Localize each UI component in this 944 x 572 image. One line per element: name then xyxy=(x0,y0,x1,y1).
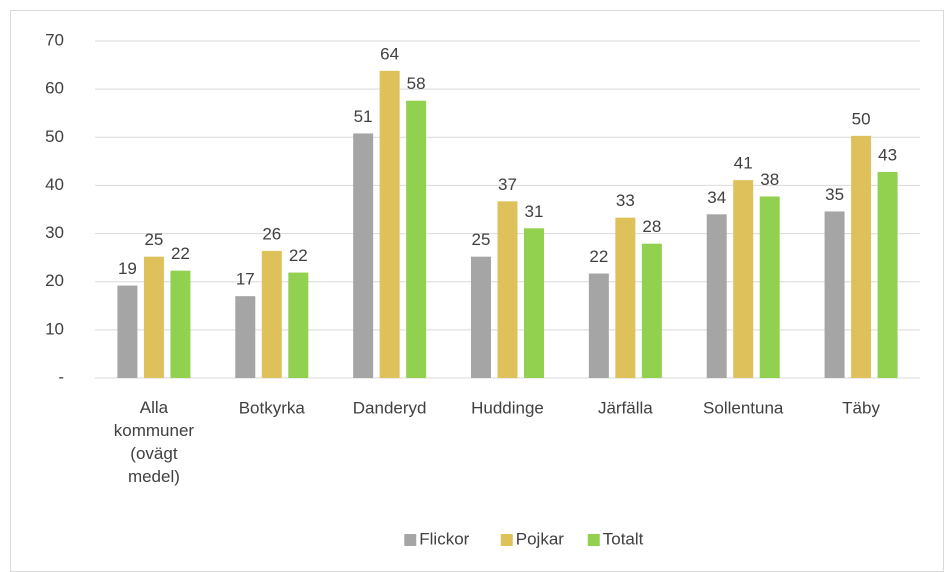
x-tick-label: Täby xyxy=(842,398,880,417)
bar xyxy=(524,228,544,378)
y-tick-label: 10 xyxy=(45,319,64,338)
data-label: 28 xyxy=(642,217,661,236)
data-label: 41 xyxy=(734,154,753,173)
data-label: 17 xyxy=(236,270,255,289)
data-label: 58 xyxy=(407,74,426,93)
x-tick-label: Järfälla xyxy=(598,398,653,417)
data-label: 22 xyxy=(171,244,190,263)
legend-swatch xyxy=(587,534,600,546)
bar xyxy=(759,196,780,378)
y-tick-label: - xyxy=(58,367,64,386)
x-tick-label: Danderyd xyxy=(353,398,427,417)
data-label: 26 xyxy=(262,224,281,243)
bar xyxy=(235,296,256,378)
bar xyxy=(143,256,164,378)
data-label: 38 xyxy=(760,170,779,189)
legend-label: Flickor xyxy=(419,529,469,548)
data-label: 34 xyxy=(707,188,726,207)
y-tick-label: 70 xyxy=(45,30,64,49)
bar xyxy=(261,250,282,378)
legend-swatch xyxy=(404,534,417,546)
bar xyxy=(170,270,191,378)
bar xyxy=(706,214,727,378)
bar xyxy=(379,70,400,378)
x-tick-label: Sollentuna xyxy=(703,398,784,417)
bar xyxy=(588,273,609,378)
y-tick-label: 50 xyxy=(45,127,64,146)
legend-label: Pojkar xyxy=(516,529,565,548)
data-label: 51 xyxy=(354,107,373,126)
legend-swatch xyxy=(500,534,513,546)
data-label: 64 xyxy=(380,44,399,63)
x-tick-label: Huddinge xyxy=(471,398,544,417)
bar xyxy=(733,180,754,378)
bar xyxy=(117,285,138,378)
y-tick-label: 40 xyxy=(45,175,64,194)
bar xyxy=(288,272,309,378)
bar xyxy=(615,217,636,378)
bar xyxy=(641,243,662,378)
x-tick-label: Botkyrka xyxy=(239,398,306,417)
data-label: 33 xyxy=(616,191,635,210)
bar xyxy=(851,135,872,378)
data-label: 50 xyxy=(852,109,871,128)
data-label: 22 xyxy=(289,246,308,265)
bar xyxy=(471,256,491,378)
y-tick-label: 60 xyxy=(45,79,64,98)
legend-label: Totalt xyxy=(603,529,644,548)
data-label: 31 xyxy=(525,202,544,221)
data-label: 25 xyxy=(144,230,163,249)
y-tick-label: 30 xyxy=(45,223,64,242)
bar xyxy=(406,100,427,378)
bar xyxy=(877,171,898,378)
bar xyxy=(824,211,845,378)
data-label: 22 xyxy=(589,247,608,266)
data-label: 35 xyxy=(825,185,844,204)
y-tick-label: 20 xyxy=(45,271,64,290)
x-tick-label: Alla kommuner (ovägt medel) xyxy=(114,398,195,486)
data-label: 25 xyxy=(472,230,491,249)
data-label: 19 xyxy=(118,259,137,278)
bar xyxy=(497,201,518,378)
data-label: 37 xyxy=(498,175,517,194)
bar xyxy=(353,133,374,378)
data-label: 43 xyxy=(878,145,897,164)
